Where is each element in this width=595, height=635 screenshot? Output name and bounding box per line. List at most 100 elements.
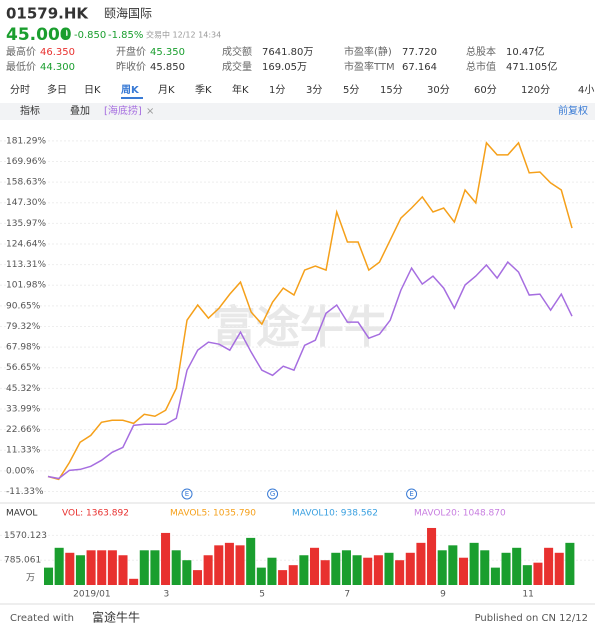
- percent: -1.85%: [108, 30, 143, 41]
- stat-value: 44.300: [40, 62, 75, 73]
- tab[interactable]: 日K: [84, 85, 101, 96]
- volume-bar: [395, 560, 405, 585]
- volume-bar: [480, 550, 490, 585]
- volume-bar: [405, 552, 415, 585]
- volume-bar: [224, 542, 234, 585]
- tab[interactable]: 周K: [121, 84, 140, 96]
- y-tick-label: 169.96%: [6, 157, 46, 167]
- y-tick-label: 11.33%: [6, 446, 41, 456]
- volume-bar: [203, 555, 213, 585]
- legend-entry: VOL: 1363.892: [62, 509, 129, 519]
- legend-entry: MAVOL20: 1048.870: [414, 509, 506, 519]
- y-tick-label: 0.00%: [6, 466, 35, 476]
- stat-value: 67.164: [402, 62, 437, 73]
- volume-bar: [278, 570, 288, 585]
- stat-label: 总股本: [466, 45, 496, 58]
- tab[interactable]: 3分: [306, 84, 322, 96]
- tab[interactable]: 5分: [343, 84, 359, 96]
- tab[interactable]: 多日: [47, 83, 67, 96]
- stat-label: 市盈率(静): [344, 45, 392, 58]
- y-tick-label: 158.63%: [6, 178, 46, 188]
- status: 交易中 12/12 14:34: [146, 30, 221, 40]
- tab[interactable]: 季K: [195, 84, 212, 96]
- stock-name: 颐海国际: [104, 6, 152, 21]
- tab[interactable]: 4小时: [578, 84, 595, 96]
- volume-bar: [139, 550, 149, 585]
- volume-bar: [490, 567, 500, 585]
- volume-bar: [363, 557, 373, 585]
- volume-bar: [86, 550, 96, 585]
- footer-created: Created with: [10, 613, 74, 624]
- tab[interactable]: 120分: [521, 84, 550, 96]
- stat-label: 开盘价: [116, 45, 146, 58]
- volume-bar: [522, 565, 532, 585]
- adjust[interactable]: 前复权: [558, 104, 588, 117]
- y-tick-label: 135.97%: [6, 219, 46, 229]
- event-label[interactable]: E: [409, 490, 413, 498]
- event-label[interactable]: E: [185, 490, 189, 498]
- x-tick-label: 11: [522, 590, 533, 600]
- stat-value: 45.850: [150, 62, 185, 73]
- stat-label: 最低价: [6, 60, 36, 73]
- watermark: 富途牛牛: [212, 302, 388, 353]
- volume-bar: [118, 555, 128, 585]
- tab[interactable]: 30分: [427, 84, 450, 96]
- close[interactable]: ×: [146, 106, 154, 117]
- volume-bar: [288, 565, 298, 585]
- y-tick-label: 113.31%: [6, 260, 46, 270]
- y-tick-label: 147.30%: [6, 198, 46, 208]
- overlay-item[interactable]: [海底捞]: [104, 104, 142, 117]
- volume-bar: [341, 550, 351, 585]
- y-tick-label: 1570.123: [4, 531, 47, 541]
- volume-bar: [235, 545, 245, 585]
- y-tick-label: 67.98%: [6, 343, 41, 353]
- stat-label: 成交额: [222, 45, 252, 58]
- event-marker[interactable]: [267, 488, 279, 500]
- tab[interactable]: 分时: [10, 84, 30, 96]
- stat-label: 昨收价: [116, 60, 146, 73]
- tab[interactable]: 1分: [269, 84, 285, 96]
- tab[interactable]: 15分: [380, 84, 403, 96]
- volume-bar: [107, 550, 117, 585]
- volume-bar: [416, 542, 426, 585]
- volume-bar: [320, 560, 330, 585]
- stat-value: 169.05万: [262, 62, 307, 73]
- stat-label: 成交量: [222, 60, 252, 73]
- volume-bar: [458, 557, 469, 585]
- change: -0.850: [74, 30, 106, 41]
- x-tick-label: 9: [440, 590, 446, 600]
- footer-brand: 富途牛牛: [92, 610, 140, 625]
- volume-bar: [501, 552, 511, 585]
- stat-label: 最高价: [6, 45, 36, 58]
- line: [47, 260, 573, 480]
- tab[interactable]: 月K: [158, 84, 175, 96]
- x-tick-label: 2019/01: [73, 590, 110, 600]
- overlay[interactable]: 叠加: [70, 105, 90, 117]
- tab[interactable]: 年K: [232, 83, 249, 96]
- volume-bar: [331, 552, 341, 585]
- y-tick-label: 45.32%: [6, 384, 41, 394]
- volume-title: MAVOL: [6, 509, 37, 519]
- y-tick-label: 79.32%: [6, 322, 41, 332]
- volume-bar: [384, 552, 394, 585]
- tab[interactable]: 60分: [474, 84, 497, 96]
- stat-value: 46.350: [40, 47, 75, 58]
- legend-entry: MAVOL10: 938.562: [292, 509, 378, 519]
- volume-bar: [448, 545, 458, 585]
- volume-bar: [150, 550, 160, 585]
- volume-bar: [246, 537, 256, 585]
- y-tick-label: 22.66%: [6, 425, 41, 435]
- event-label[interactable]: G: [270, 490, 275, 498]
- volume-bar: [267, 557, 277, 585]
- line: [47, 141, 573, 481]
- volume-bar: [565, 542, 575, 585]
- indicator[interactable]: 指标: [20, 104, 40, 117]
- volume-bar: [437, 550, 447, 585]
- volume-bar: [75, 555, 85, 585]
- stat-value: 7641.80万: [262, 47, 313, 58]
- stat-value: 471.105亿: [506, 60, 557, 73]
- x-tick-label: 7: [344, 590, 350, 600]
- event-marker[interactable]: [181, 488, 193, 500]
- event-marker[interactable]: [406, 488, 418, 500]
